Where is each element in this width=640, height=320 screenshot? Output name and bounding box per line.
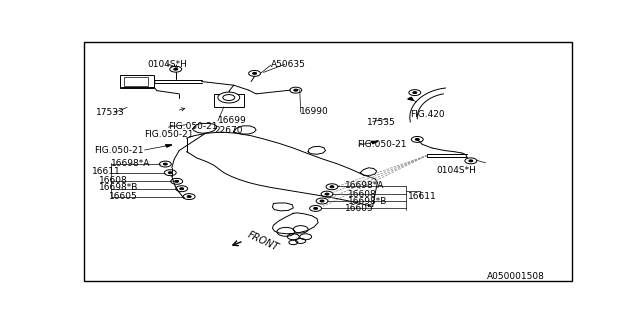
Bar — [124, 77, 148, 86]
Text: 17533: 17533 — [96, 108, 125, 117]
Circle shape — [469, 160, 473, 162]
Circle shape — [413, 92, 417, 93]
Text: FIG.050-21: FIG.050-21 — [168, 122, 218, 131]
Text: A050001508: A050001508 — [486, 272, 545, 281]
Text: 16608: 16608 — [99, 176, 127, 185]
Text: 16611: 16611 — [92, 167, 121, 176]
Circle shape — [175, 180, 179, 182]
Circle shape — [168, 172, 172, 174]
Text: FIG.420: FIG.420 — [410, 110, 445, 119]
Text: 16698*A: 16698*A — [111, 159, 150, 168]
Text: 16608: 16608 — [348, 190, 376, 199]
Polygon shape — [408, 98, 413, 100]
Bar — [120, 75, 154, 88]
Text: 16698*B: 16698*B — [348, 196, 387, 205]
Text: 16698*B: 16698*B — [99, 183, 138, 192]
Text: 17535: 17535 — [367, 118, 396, 127]
Circle shape — [163, 163, 167, 165]
Circle shape — [325, 193, 329, 195]
Polygon shape — [371, 141, 378, 144]
Text: 16611: 16611 — [408, 192, 437, 201]
Bar — [214, 94, 244, 108]
Circle shape — [415, 139, 419, 140]
Text: 0104S*H: 0104S*H — [436, 166, 476, 175]
Text: A50635: A50635 — [271, 60, 306, 69]
Circle shape — [330, 186, 334, 188]
Circle shape — [187, 196, 191, 197]
Text: FIG.050-21: FIG.050-21 — [94, 146, 143, 155]
Circle shape — [253, 72, 257, 74]
Text: 22670: 22670 — [214, 126, 243, 135]
Circle shape — [218, 92, 240, 103]
Text: FRONT: FRONT — [246, 230, 280, 253]
Text: FIG.050-21: FIG.050-21 — [356, 140, 406, 149]
Circle shape — [320, 200, 324, 202]
Text: 16990: 16990 — [300, 107, 328, 116]
Text: 16605: 16605 — [109, 192, 138, 201]
Text: 0104S*H: 0104S*H — [147, 60, 187, 68]
Polygon shape — [165, 145, 172, 147]
Text: 16698*A: 16698*A — [346, 181, 385, 190]
Text: 16605: 16605 — [346, 204, 374, 213]
Circle shape — [294, 89, 298, 91]
Circle shape — [314, 207, 317, 209]
Text: FIG.050-21: FIG.050-21 — [145, 130, 194, 139]
Circle shape — [180, 188, 184, 190]
Circle shape — [173, 68, 178, 70]
Text: 16699: 16699 — [218, 116, 246, 125]
